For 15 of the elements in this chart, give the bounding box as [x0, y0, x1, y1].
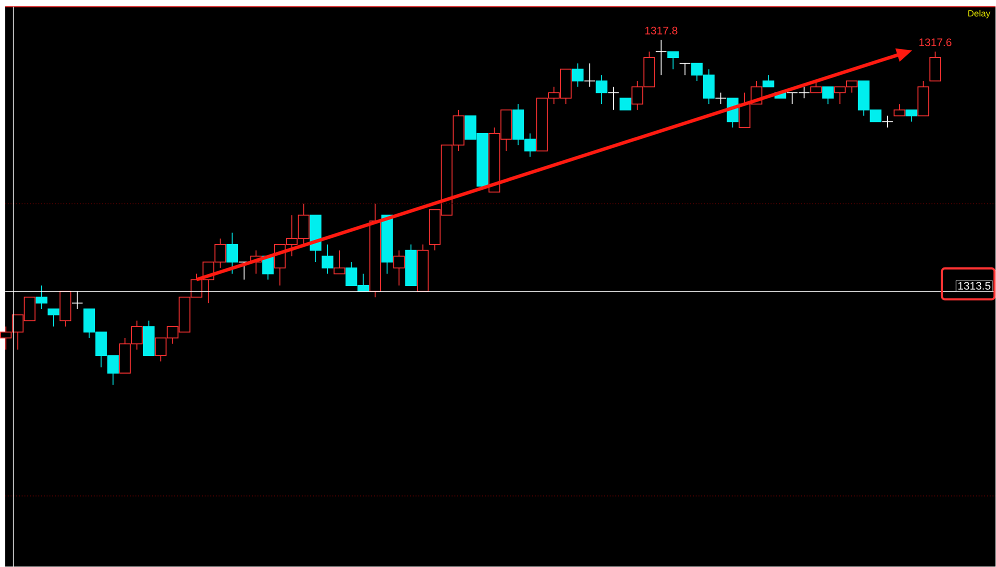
- annotation: 1317.8: [645, 26, 678, 34]
- candlestick: [584, 62, 596, 88]
- text: Delay: [968, 10, 990, 18]
- annotation: 1317.6: [919, 38, 952, 46]
- candlestick: [36, 285, 48, 310]
- candlestick: [882, 115, 894, 128]
- text: 1313.5: [958, 282, 990, 290]
- candlestick: [596, 74, 608, 104]
- candlestick: [679, 62, 691, 76]
- candlestick: [322, 244, 334, 274]
- candlestick: [393, 250, 405, 286]
- candlestick: [608, 86, 620, 110]
- candlestick: [655, 39, 667, 76]
- candlestick: [369, 203, 381, 298]
- candlestick: [714, 92, 727, 104]
